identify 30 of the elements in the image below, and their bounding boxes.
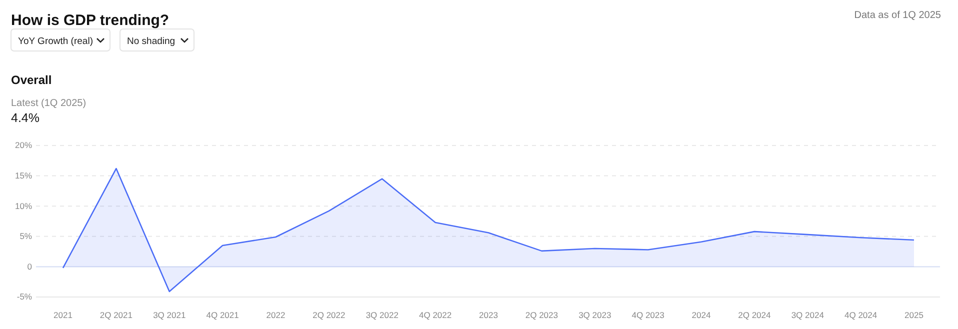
chart-title: How is GDP trending? bbox=[11, 12, 170, 29]
x-tick-label: 3Q 2021 bbox=[153, 310, 186, 320]
y-tick-label: 5% bbox=[20, 231, 32, 242]
x-tick-label: 3Q 2024 bbox=[791, 310, 824, 320]
chart-subtitle: Overall bbox=[11, 73, 52, 87]
y-tick-label: -5% bbox=[16, 292, 32, 302]
text: 4.4% bbox=[11, 111, 40, 125]
text: Latest (1Q 2025) bbox=[11, 98, 86, 109]
y-tick-label: 0 bbox=[27, 261, 32, 272]
y-tick-label: 10% bbox=[14, 200, 32, 211]
x-tick-label: 4Q 2021 bbox=[206, 310, 240, 320]
x-tick-label: 3Q 2023 bbox=[578, 310, 612, 320]
text: Data as of 1Q 2025 bbox=[854, 10, 942, 21]
x-tick-label: 3Q 2022 bbox=[366, 310, 399, 320]
text: No shading bbox=[127, 36, 176, 47]
x-tick-label: 2Q 2024 bbox=[738, 310, 772, 320]
text: YoY Growth (real) bbox=[18, 36, 93, 47]
x-tick-label: 2Q 2023 bbox=[525, 310, 558, 320]
y-tick-label: 15% bbox=[14, 170, 32, 181]
x-tick-label: 2021 bbox=[54, 310, 73, 320]
x-tick-label: 2025 bbox=[904, 310, 924, 320]
x-tick-label: 4Q 2023 bbox=[632, 310, 665, 320]
x-tick-label: 4Q 2024 bbox=[844, 310, 878, 320]
x-tick-label: 2023 bbox=[479, 310, 498, 320]
x-tick-label: 2Q 2021 bbox=[100, 310, 133, 320]
x-tick-label: 4Q 2022 bbox=[419, 310, 452, 320]
x-tick-label: 2024 bbox=[692, 310, 711, 320]
x-tick-label: 2022 bbox=[266, 310, 286, 320]
x-tick-label: 2Q 2022 bbox=[312, 310, 346, 320]
y-tick-label: 20% bbox=[14, 140, 32, 150]
